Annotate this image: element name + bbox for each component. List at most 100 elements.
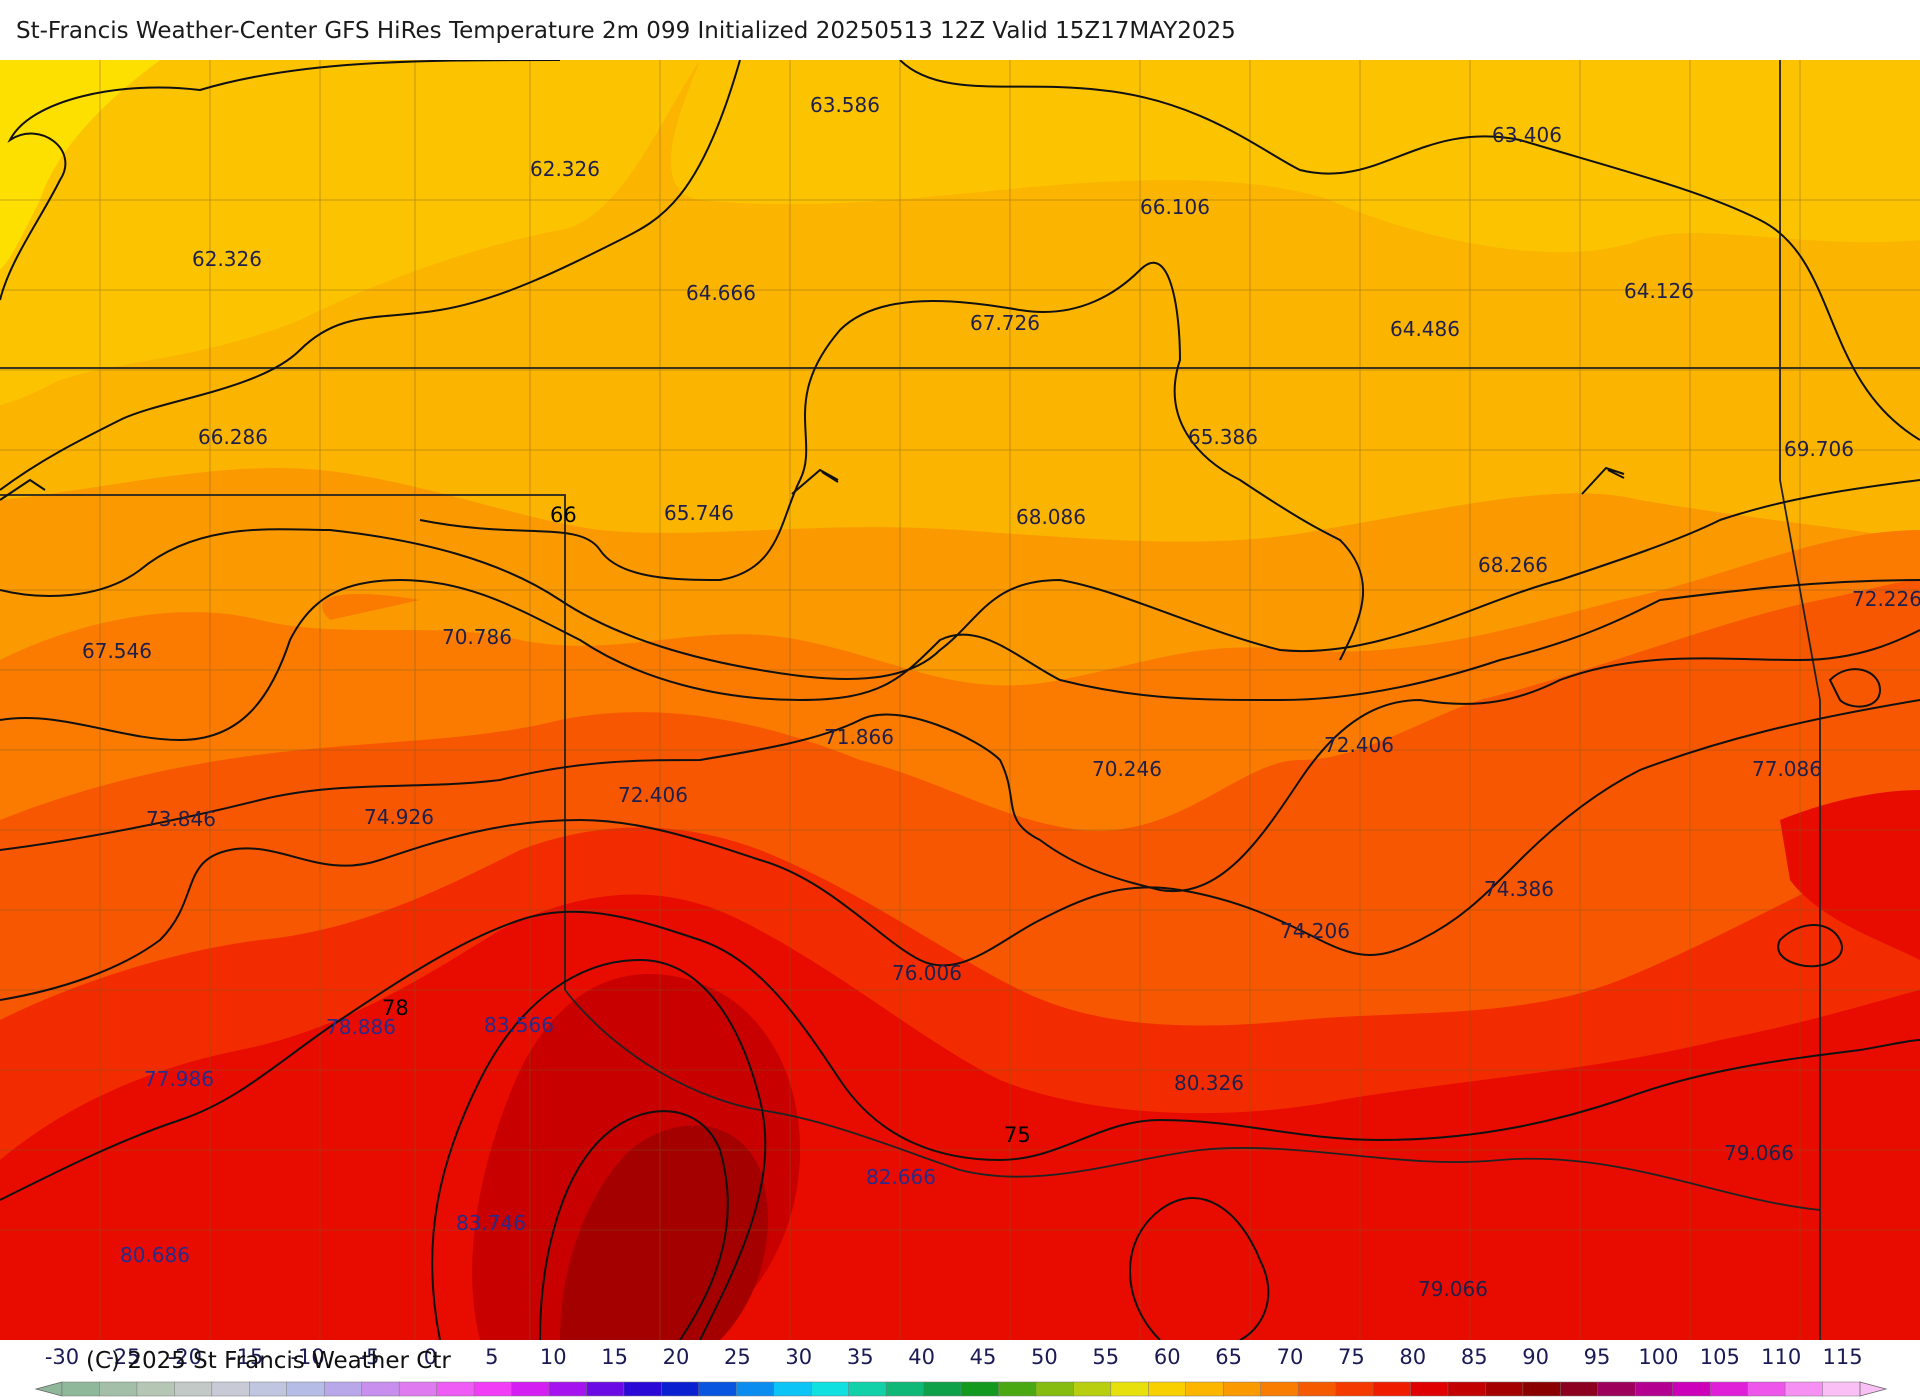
colorbar-swatch <box>1747 1381 1786 1397</box>
band-warm-east <box>1780 790 1920 960</box>
colorbar-tick-label: 55 <box>1092 1345 1119 1369</box>
colorbar-swatch <box>436 1381 475 1397</box>
point-value-v30: 83.566 <box>484 1013 554 1037</box>
point-value-v22: 77.086 <box>1752 757 1822 781</box>
point-value-v13: 65.746 <box>664 501 734 525</box>
colorbar-tick-label: 0 <box>424 1345 437 1369</box>
point-value-v15: 68.266 <box>1478 553 1548 577</box>
colorbar-swatch <box>773 1381 812 1397</box>
colorbar-swatch <box>398 1381 438 1397</box>
colorbar-tick-label: 50 <box>1031 1345 1058 1369</box>
colorbar-swatch <box>1148 1381 1187 1397</box>
point-value-v23: 73.846 <box>146 807 216 831</box>
colorbar-swatch <box>1222 1381 1262 1397</box>
colorbar-swatch <box>623 1381 663 1397</box>
state-borders <box>0 60 1920 1340</box>
colorbar-tick-label: -10 <box>290 1345 324 1369</box>
colorbar-swatch <box>661 1381 700 1397</box>
colorbar-swatch <box>1635 1381 1674 1397</box>
band-86-plus <box>560 1125 768 1340</box>
colorbar-tick-label: 5 <box>485 1345 498 1369</box>
colorbar-min-arrow <box>34 1381 63 1397</box>
colorbar-swatch <box>286 1381 325 1397</box>
colorbar-tick-label: -25 <box>106 1345 140 1369</box>
point-value-v16: 72.226 <box>1852 587 1920 611</box>
point-value-v27: 74.206 <box>1280 919 1350 943</box>
point-value-v6: 64.666 <box>686 281 756 305</box>
colorbar-tick-label: -20 <box>168 1345 202 1369</box>
colorbar-tick-label: 35 <box>847 1345 874 1369</box>
colorbar-swatch <box>1035 1381 1075 1397</box>
point-value-v31: 77.986 <box>144 1067 214 1091</box>
point-value-v35: 83.746 <box>456 1211 526 1235</box>
colorbar-swatch <box>1822 1381 1861 1397</box>
colorbar-tick-label: 95 <box>1584 1345 1611 1369</box>
colorbar-swatch <box>1522 1381 1562 1397</box>
point-value-v7: 67.726 <box>970 311 1040 335</box>
colorbar-swatch <box>1185 1381 1224 1397</box>
point-value-v24: 74.926 <box>364 805 434 829</box>
point-value-v14: 68.086 <box>1016 505 1086 529</box>
colorbar-tick-label: -15 <box>229 1345 263 1369</box>
colorbar-swatch <box>1410 1381 1449 1397</box>
colorbar-swatch <box>1485 1381 1524 1397</box>
colorbar-tick-label: 10 <box>540 1345 567 1369</box>
colorbar-tick-label: 65 <box>1215 1345 1242 1369</box>
colorbar-swatches <box>34 1381 1888 1397</box>
point-value-v37: 79.066 <box>1418 1277 1488 1301</box>
colorbar-swatch <box>1372 1381 1412 1397</box>
contour-label-75: 75 <box>1004 1123 1031 1147</box>
colorbar-swatch <box>698 1381 738 1397</box>
colorbar-swatch <box>211 1381 251 1397</box>
colorbar-swatch <box>998 1381 1037 1397</box>
colorbar-tick-label: 80 <box>1399 1345 1426 1369</box>
point-value-v3: 62.326 <box>530 157 600 181</box>
colorbar-tick-label: 90 <box>1522 1345 1549 1369</box>
colorbar-tick-label: 85 <box>1461 1345 1488 1369</box>
contour-label-66: 66 <box>550 503 577 527</box>
point-value-v32: 80.326 <box>1174 1071 1244 1095</box>
colorbar-swatch <box>1709 1381 1749 1397</box>
colorbar-swatch <box>1447 1381 1487 1397</box>
colorbar-swatch <box>848 1381 887 1397</box>
colorbar-swatch <box>1297 1381 1337 1397</box>
colorbar-ticks: -30 -25 -20 -15 -10 -5 0 5 10 15 20 25 30 35 40 45 50 55 6… <box>45 1345 1863 1369</box>
colorbar-tick-label: 110 <box>1761 1345 1801 1369</box>
point-value-v28: 76.006 <box>892 961 962 985</box>
band-60-65 <box>0 60 1920 405</box>
colorbar: -30 -25 -20 -15 -10 -5 0 5 10 15 20 25 30 35 40 45 50 55 6… <box>34 1345 1888 1397</box>
point-value-v19: 71.866 <box>824 725 894 749</box>
point-value-v18: 70.786 <box>442 625 512 649</box>
colorbar-swatch <box>1560 1381 1599 1397</box>
point-value-v29: 78.886 <box>326 1015 396 1039</box>
point-value-v34: 82.666 <box>866 1165 936 1189</box>
point-value-v1: 63.586 <box>810 93 880 117</box>
colorbar-tick-label: 75 <box>1338 1345 1365 1369</box>
point-value-v9: 64.126 <box>1624 279 1694 303</box>
colorbar-swatch <box>1784 1381 1824 1397</box>
colorbar-swatch <box>136 1381 176 1397</box>
isotherm-contours <box>0 60 1920 1340</box>
point-value-v10: 66.286 <box>198 425 268 449</box>
colorbar-tick-label: 20 <box>663 1345 690 1369</box>
colorbar-tick-label: 25 <box>724 1345 751 1369</box>
colorbar-tick-label: 60 <box>1154 1345 1181 1369</box>
map-title: St-Francis Weather-Center GFS HiRes Temp… <box>16 18 1236 44</box>
point-value-v36: 80.686 <box>120 1243 190 1267</box>
colorbar-swatch <box>1597 1381 1636 1397</box>
point-value-v33: 79.066 <box>1724 1141 1794 1165</box>
colorbar-tick-label: 70 <box>1277 1345 1304 1369</box>
point-value-v20: 72.406 <box>1324 733 1394 757</box>
colorbar-swatch <box>1073 1381 1112 1397</box>
colorbar-swatch <box>960 1381 1000 1397</box>
colorbar-swatch <box>511 1381 550 1397</box>
colorbar-swatch <box>1335 1381 1374 1397</box>
colorbar-swatch <box>736 1381 775 1397</box>
point-value-v12: 69.706 <box>1784 437 1854 461</box>
point-value-v4: 66.106 <box>1140 195 1210 219</box>
colorbar-swatch <box>810 1381 850 1397</box>
colorbar-swatch <box>473 1381 513 1397</box>
colorbar-tick-label: 40 <box>908 1345 935 1369</box>
colorbar-tick-label: 30 <box>785 1345 812 1369</box>
colorbar-max-arrow <box>1859 1381 1888 1397</box>
